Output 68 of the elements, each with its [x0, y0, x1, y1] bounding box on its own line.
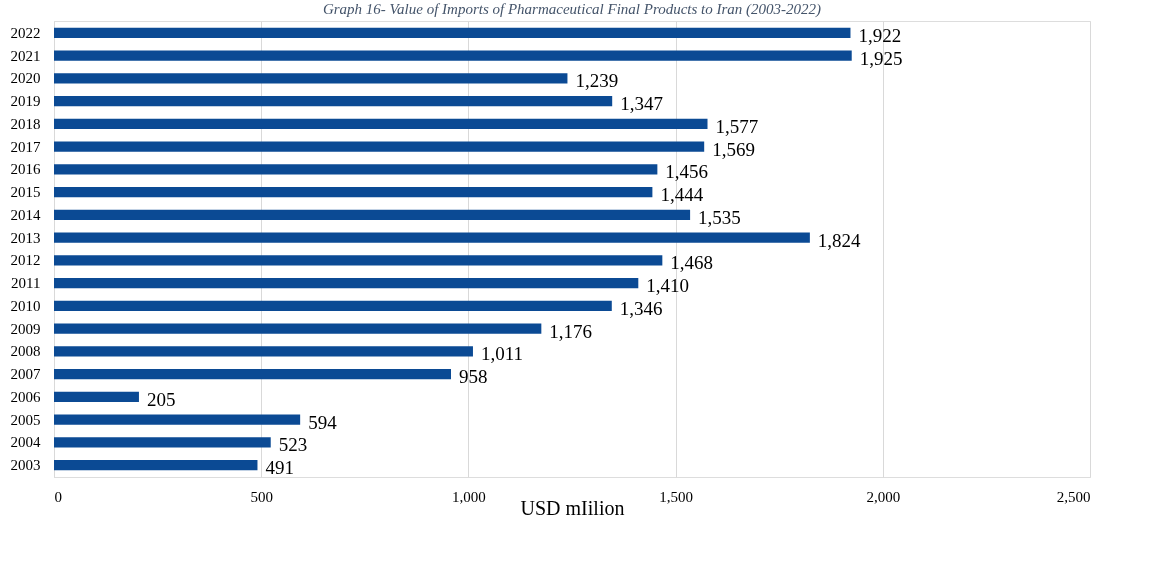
bar	[54, 164, 658, 175]
data-label: 1,176	[549, 320, 593, 342]
bar	[54, 414, 301, 425]
bar	[54, 346, 473, 357]
bar	[54, 437, 271, 448]
data-label: 1,011	[480, 343, 524, 365]
bar	[54, 141, 705, 152]
data-label: 205	[146, 388, 176, 410]
x-axis-title: USD mIilion	[520, 496, 625, 519]
y-tick-label: 2021	[10, 47, 41, 64]
data-label: 523	[278, 434, 308, 456]
y-tick-label: 2019	[10, 93, 41, 110]
data-label: 1,824	[817, 229, 862, 251]
data-label: 1,410	[646, 275, 690, 297]
bar	[54, 27, 851, 39]
x-tick-label: 2,000	[866, 488, 901, 505]
bar	[54, 391, 139, 402]
bar	[54, 323, 542, 334]
bar	[54, 73, 568, 84]
y-tick-label: 2012	[10, 252, 41, 269]
x-tick-label: 2,500	[1056, 488, 1091, 505]
y-tick-label: 2008	[10, 343, 41, 360]
x-tick-label: 500	[250, 488, 273, 505]
bar	[54, 368, 451, 380]
y-tick-label: 2006	[10, 388, 41, 405]
data-label: 491	[265, 457, 294, 479]
chart-title: Graph 16- Value of Imports of Pharmaceutical Final Products to Iran (2003-2022)	[322, 1, 822, 18]
y-tick-label: 2003	[10, 457, 41, 474]
bar	[54, 187, 653, 198]
data-label: 958	[459, 366, 488, 388]
bar	[54, 300, 612, 311]
y-tick-label: 2020	[10, 70, 41, 87]
data-label: 1,239	[575, 70, 619, 92]
x-tick-label: 1,500	[659, 488, 693, 505]
y-tick-label: 2013	[10, 229, 41, 246]
data-label: 1,922	[858, 24, 902, 46]
bar	[54, 50, 852, 61]
bar	[54, 278, 639, 289]
y-tick-label: 2011	[11, 275, 41, 292]
y-tick-label: 2016	[10, 161, 41, 178]
y-tick-label: 2009	[10, 320, 41, 337]
bar	[54, 459, 258, 471]
y-tick-label: 2022	[10, 24, 41, 41]
bar	[54, 96, 613, 107]
data-label: 1,535	[698, 206, 741, 228]
data-label: 1,346	[619, 297, 663, 319]
data-label: 1,347	[620, 93, 663, 115]
x-tick-label: 1,000	[452, 488, 486, 505]
y-tick-label: 2010	[10, 297, 41, 314]
bar	[54, 232, 810, 243]
y-tick-label: 2005	[10, 411, 41, 428]
x-tick-label: 0	[54, 488, 62, 505]
y-tick-label: 2007	[10, 366, 41, 383]
bar	[54, 255, 663, 266]
y-tick-label: 2017	[10, 138, 41, 155]
data-label: 1,456	[665, 161, 709, 183]
data-label: 1,569	[712, 138, 755, 160]
data-label: 1,468	[670, 252, 714, 274]
y-tick-label: 2004	[10, 434, 41, 451]
y-tick-label: 2015	[10, 184, 41, 201]
bar	[54, 209, 691, 220]
y-tick-label: 2018	[10, 115, 41, 132]
data-label: 1,577	[715, 115, 759, 137]
bar	[54, 118, 708, 130]
y-tick-label: 2014	[10, 206, 41, 223]
data-label: 594	[308, 411, 338, 433]
data-label: 1,444	[660, 184, 704, 206]
data-label: 1,925	[859, 47, 903, 69]
